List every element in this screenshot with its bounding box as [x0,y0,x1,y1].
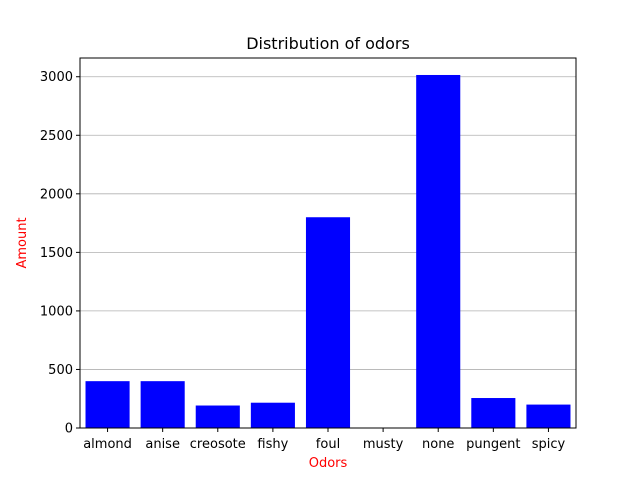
bars [85,74,571,429]
y-axis-label: Amount [15,217,30,268]
bar-almond [85,381,130,428]
x-tick-label-creosote: creosote [190,437,246,452]
bar-pungent [471,398,516,428]
bar-anise [140,381,185,428]
y-tick-label: 0 [65,422,73,437]
x-tick-label-foul: foul [316,437,340,452]
x-axis-ticks: almond anise creosote fishy foul musty none pun… [83,428,565,452]
bar-spicy [526,404,571,428]
y-tick-label: 3000 [40,70,73,85]
y-tick-label: 500 [48,363,73,378]
y-axis-ticks: 0 500 1000 1500 2000 2500 3000 [40,70,80,437]
chart-title: Distribution of odors [246,34,410,53]
x-tick-label-pungent: pungent [466,437,520,452]
y-tick-label: 1000 [40,304,73,319]
x-axis-label: Odors [309,456,348,471]
bar-none [416,74,461,429]
bar-creosote [195,405,240,428]
x-tick-label-musty: musty [363,437,404,452]
y-tick-label: 2500 [40,129,73,144]
y-tick-label: 2000 [40,187,73,202]
bar-foul [305,217,351,428]
x-tick-label-anise: anise [145,437,180,452]
x-tick-label-fishy: fishy [257,437,288,452]
x-tick-label-spicy: spicy [532,437,566,452]
x-tick-label-none: none [422,437,454,452]
bar-fishy [250,402,295,428]
x-tick-label-almond: almond [83,437,132,452]
y-tick-label: 1500 [40,246,73,261]
